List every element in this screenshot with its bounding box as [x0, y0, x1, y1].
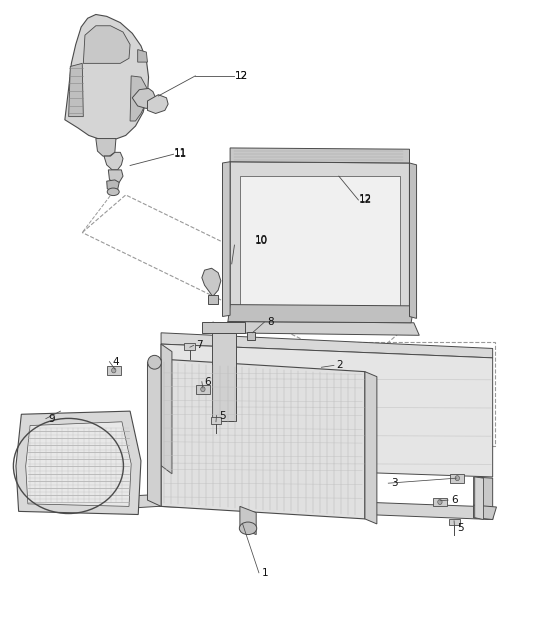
Polygon shape — [108, 170, 123, 183]
Text: 12: 12 — [359, 193, 372, 203]
Polygon shape — [409, 163, 416, 318]
Polygon shape — [132, 89, 156, 109]
Circle shape — [438, 499, 442, 504]
Polygon shape — [474, 477, 493, 519]
Text: 6: 6 — [451, 495, 457, 505]
Polygon shape — [208, 295, 218, 304]
Polygon shape — [230, 148, 409, 163]
FancyBboxPatch shape — [433, 497, 447, 506]
Text: 11: 11 — [173, 149, 187, 160]
Circle shape — [455, 475, 459, 480]
Polygon shape — [222, 162, 230, 317]
Text: 6: 6 — [204, 377, 211, 387]
Text: 12: 12 — [359, 195, 372, 205]
FancyBboxPatch shape — [210, 418, 221, 424]
Polygon shape — [365, 372, 377, 524]
Polygon shape — [77, 494, 493, 519]
Text: 10: 10 — [255, 236, 268, 246]
Polygon shape — [228, 305, 414, 323]
Polygon shape — [247, 332, 255, 340]
Ellipse shape — [148, 355, 161, 369]
Text: 1: 1 — [262, 568, 268, 578]
Polygon shape — [161, 344, 493, 477]
Text: 7: 7 — [196, 340, 203, 350]
Polygon shape — [130, 76, 147, 121]
FancyBboxPatch shape — [184, 344, 195, 350]
Polygon shape — [202, 322, 245, 333]
Circle shape — [201, 387, 205, 392]
Polygon shape — [161, 359, 365, 519]
Polygon shape — [26, 422, 131, 506]
FancyBboxPatch shape — [449, 519, 459, 525]
Polygon shape — [83, 26, 130, 63]
Text: 5: 5 — [457, 523, 464, 533]
Polygon shape — [240, 506, 256, 534]
Ellipse shape — [239, 522, 257, 534]
Text: 5: 5 — [219, 411, 226, 421]
Text: 12: 12 — [234, 71, 247, 81]
Polygon shape — [475, 477, 483, 519]
Text: 9: 9 — [49, 414, 55, 424]
Polygon shape — [104, 153, 123, 170]
Polygon shape — [202, 268, 221, 296]
Polygon shape — [16, 411, 141, 514]
FancyBboxPatch shape — [107, 366, 121, 375]
Polygon shape — [148, 359, 161, 506]
Polygon shape — [230, 162, 409, 317]
Polygon shape — [211, 333, 235, 421]
Polygon shape — [161, 333, 493, 358]
Text: 2: 2 — [337, 360, 343, 371]
Polygon shape — [222, 322, 419, 335]
Text: 11: 11 — [173, 148, 187, 158]
Ellipse shape — [107, 188, 119, 195]
Text: 10: 10 — [255, 235, 268, 245]
Polygon shape — [161, 344, 172, 474]
Polygon shape — [96, 139, 116, 156]
Polygon shape — [107, 180, 119, 192]
Polygon shape — [69, 63, 83, 117]
Circle shape — [112, 368, 116, 373]
Polygon shape — [474, 505, 496, 519]
Polygon shape — [138, 50, 148, 62]
Polygon shape — [240, 175, 400, 306]
FancyBboxPatch shape — [196, 385, 210, 394]
Text: 12: 12 — [234, 71, 247, 81]
Text: 4: 4 — [112, 357, 119, 367]
FancyBboxPatch shape — [450, 474, 464, 482]
Text: 8: 8 — [267, 317, 274, 327]
Polygon shape — [148, 95, 168, 114]
Text: 3: 3 — [391, 478, 398, 488]
Polygon shape — [65, 14, 149, 140]
